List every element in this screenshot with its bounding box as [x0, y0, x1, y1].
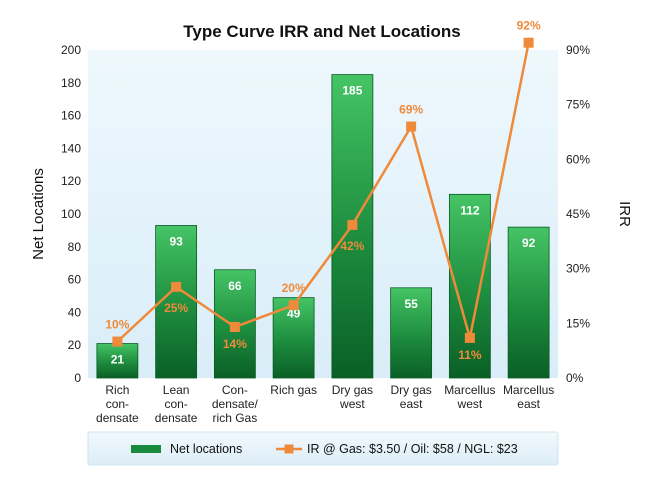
bar-value-label: 66: [228, 279, 242, 293]
irr-value-label: 10%: [105, 318, 129, 332]
left-tick-label: 120: [61, 174, 81, 188]
category-label: east: [517, 397, 540, 411]
right-axis-label: IRR: [616, 201, 633, 227]
irr-value-label: 25%: [164, 301, 188, 315]
legend-box: [87, 431, 559, 466]
right-tick-label: 30%: [566, 262, 590, 276]
legend-line-marker: [284, 444, 294, 454]
irr-series: 10% 25% 14% 20% 42% 69% 11% 92%: [105, 19, 541, 362]
left-tick-label: 60: [68, 273, 82, 287]
left-tick-label: 180: [61, 76, 81, 90]
category-label: densate: [96, 411, 139, 425]
left-tick-label: 200: [61, 43, 81, 57]
bar-value-label: 21: [111, 353, 125, 367]
irr-marker: [229, 321, 240, 332]
irr-marker: [347, 219, 358, 230]
category-label: Rich gas: [270, 383, 317, 397]
chart-title: Type Curve IRR and Net Locations: [183, 22, 460, 41]
irr-marker: [112, 336, 123, 347]
irr-value-label: 14%: [223, 337, 247, 351]
bar-value-label: 112: [460, 203, 480, 217]
category-label: Marcellus: [503, 383, 554, 397]
irr-marker: [464, 332, 475, 343]
irr-value-label: 11%: [458, 348, 482, 362]
category-label: east: [400, 397, 423, 411]
bar-value-label: 55: [404, 297, 418, 311]
bar: [390, 287, 433, 379]
category-labels: Richcon-densateLeancon-densateCon-densat…: [96, 383, 554, 425]
right-axis-ticks: 0% 15% 30% 45% 60% 75% 90%: [566, 43, 590, 385]
irr-value-label: 92%: [517, 19, 541, 33]
left-tick-label: 140: [61, 141, 81, 155]
right-tick-label: 90%: [566, 43, 590, 57]
irr-line: [116, 42, 530, 343]
right-tick-label: 45%: [566, 207, 590, 221]
irr-marker: [288, 300, 299, 311]
category-label: rich Gas: [213, 411, 258, 425]
left-tick-label: 100: [61, 207, 81, 221]
irr-marker: [406, 121, 417, 132]
category-label: densate/: [212, 397, 259, 411]
bar: [507, 226, 550, 379]
right-tick-label: 60%: [566, 152, 590, 166]
category-label: Dry gas: [390, 383, 431, 397]
irr-value-label: 69%: [399, 103, 423, 117]
bar-value-label: 92: [522, 236, 536, 250]
bar: [96, 343, 139, 379]
category-label: Rich: [105, 383, 129, 397]
left-tick-label: 40: [68, 305, 82, 319]
right-tick-label: 0%: [566, 371, 584, 385]
category-label: west: [457, 397, 483, 411]
category-label: Marcellus: [444, 383, 495, 397]
left-tick-label: 80: [68, 240, 82, 254]
left-tick-label: 20: [68, 338, 82, 352]
irr-value-label: 20%: [282, 281, 306, 295]
left-tick-label: 160: [61, 109, 81, 123]
right-tick-label: 75%: [566, 98, 590, 112]
legend-bar-label: Net locations: [170, 442, 242, 456]
bar-value-label: 49: [287, 307, 301, 321]
right-tick-label: 15%: [566, 316, 590, 330]
category-label: Con-: [222, 383, 248, 397]
left-tick-label: 0: [74, 371, 81, 385]
category-label: densate: [155, 411, 198, 425]
legend-line-label: IR @ Gas: $3.50 / Oil: $58 / NGL: $23: [307, 442, 518, 456]
category-label: con-: [164, 397, 187, 411]
irr-value-label: 42%: [340, 239, 364, 253]
category-label: west: [339, 397, 365, 411]
category-label: Lean: [163, 383, 190, 397]
legend-bar-swatch: [131, 445, 161, 453]
left-axis-ticks: 0 20 40 60 80 100 120 140 160 180 200: [61, 43, 81, 385]
left-axis-label: Net Locations: [30, 168, 47, 260]
irr-marker: [523, 37, 534, 48]
bar-value-label: 93: [169, 234, 183, 248]
bar-value-label: 185: [342, 84, 362, 98]
irr-marker: [171, 281, 182, 292]
category-label: con-: [106, 397, 129, 411]
category-label: Dry gas: [332, 383, 373, 397]
